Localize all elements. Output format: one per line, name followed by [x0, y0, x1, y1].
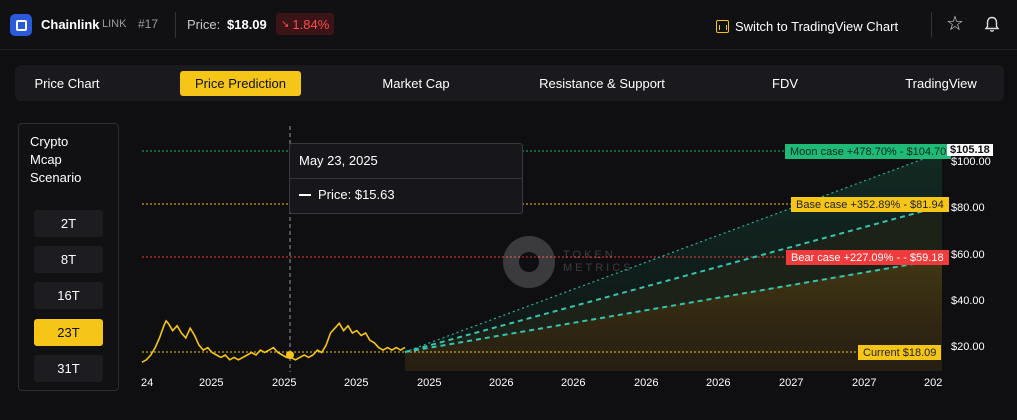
panel-title-line: Mcap [30, 152, 62, 167]
bear-area [405, 258, 942, 371]
panel-title-line: Scenario [30, 170, 82, 185]
scenario-16t-button[interactable]: 16T [34, 282, 103, 309]
header-divider [931, 12, 932, 38]
chart-icon [716, 19, 729, 33]
x-tick: 2025 [417, 377, 442, 389]
panel-title-line: Crypto [30, 134, 69, 149]
coin-symbol: LINK [102, 18, 127, 30]
coin-name[interactable]: Chainlink [41, 17, 100, 32]
moon-case-tag: Moon case +478.70% - $104.70 [785, 144, 952, 159]
tooltip-price: Price: $15.63 [318, 187, 395, 202]
x-tick: 2025 [344, 377, 369, 389]
y-tick: $20.00 [951, 341, 985, 353]
tooltip-divider [290, 178, 522, 179]
tab-bar: Price Chart Price Prediction Market Cap … [15, 65, 1004, 101]
price-tooltip: May 23, 2025 Price: $15.63 [289, 143, 523, 214]
price-value: $18.09 [227, 17, 267, 32]
y-tick: $80.00 [951, 202, 985, 214]
current-price-tag: Current $18.09 [858, 345, 942, 360]
price-history-line [141, 319, 406, 363]
tab-fdv[interactable]: FDV [772, 76, 798, 91]
down-arrow-icon: ↘ [281, 18, 290, 30]
mcap-scenario-panel: Crypto Mcap Scenario 2T 8T 16T 23T 31T [18, 123, 119, 391]
tab-price-prediction[interactable]: Price Prediction [180, 71, 301, 96]
x-tick: 2025 [199, 377, 224, 389]
moon-projection-line [404, 151, 943, 353]
y-tick: $40.00 [951, 295, 985, 307]
switch-tradingview-label: Switch to TradingView Chart [735, 18, 899, 34]
x-tick: 2026 [489, 377, 514, 389]
tab-tradingview[interactable]: TradingView [905, 76, 977, 91]
bear-projection-line [404, 258, 943, 353]
scenario-8t-button[interactable]: 8T [34, 246, 103, 273]
base-projection-line [404, 205, 943, 353]
x-tick: 2025 [272, 377, 297, 389]
tooltip-price-row: Price: $15.63 [299, 187, 395, 202]
header-bar: Chainlink LINK #17 Price: $18.09 ↘ 1.84%… [0, 0, 1017, 50]
y-tick: $60.00 [951, 249, 985, 261]
price-change-value: 1.84% [292, 16, 330, 32]
x-tick: 2026 [706, 377, 731, 389]
panel-title: Crypto Mcap Scenario [30, 133, 110, 187]
watermark-line: METRICS [563, 262, 634, 274]
tab-market-cap[interactable]: Market Cap [382, 76, 450, 91]
series-marker [299, 193, 311, 196]
tab-resistance-support[interactable]: Resistance & Support [539, 76, 665, 91]
x-tick: 2026 [634, 377, 659, 389]
coin-rank: #17 [138, 17, 159, 31]
x-tick: 24 [141, 377, 154, 389]
y-tick: $100.00 [951, 156, 991, 168]
x-tick: 202 [924, 377, 943, 389]
tooltip-date: May 23, 2025 [299, 153, 378, 168]
base-case-tag: Base case +352.89% - $81.94 [791, 197, 949, 212]
token-metrics-watermark: TOKEN METRICS [503, 236, 634, 288]
scenario-31t-button[interactable]: 31T [34, 355, 103, 382]
scenario-23t-button[interactable]: 23T [34, 319, 103, 346]
price-label: Price: [187, 17, 221, 32]
x-tick: 2027 [779, 377, 804, 389]
header-divider [175, 12, 176, 38]
bell-icon[interactable] [984, 16, 1000, 33]
tab-price-chart[interactable]: Price Chart [34, 76, 100, 91]
price-change-badge: ↘ 1.84% [276, 13, 335, 35]
x-tick: 2027 [852, 377, 877, 389]
bear-case-tag: Bear case +227.09% - - $59.18 [786, 250, 949, 265]
crosshair-point [286, 351, 294, 359]
watermark-line: TOKEN [563, 249, 616, 261]
x-tick: 2026 [561, 377, 586, 389]
scenario-2t-button[interactable]: 2T [34, 210, 103, 237]
star-icon[interactable]: ☆ [946, 13, 964, 35]
token-metrics-logo-icon [503, 236, 555, 288]
y-axis-top-label: $105.18 [947, 144, 993, 156]
switch-tradingview-button[interactable]: Switch to TradingView Chart [716, 15, 898, 37]
chainlink-logo-icon [10, 14, 32, 36]
